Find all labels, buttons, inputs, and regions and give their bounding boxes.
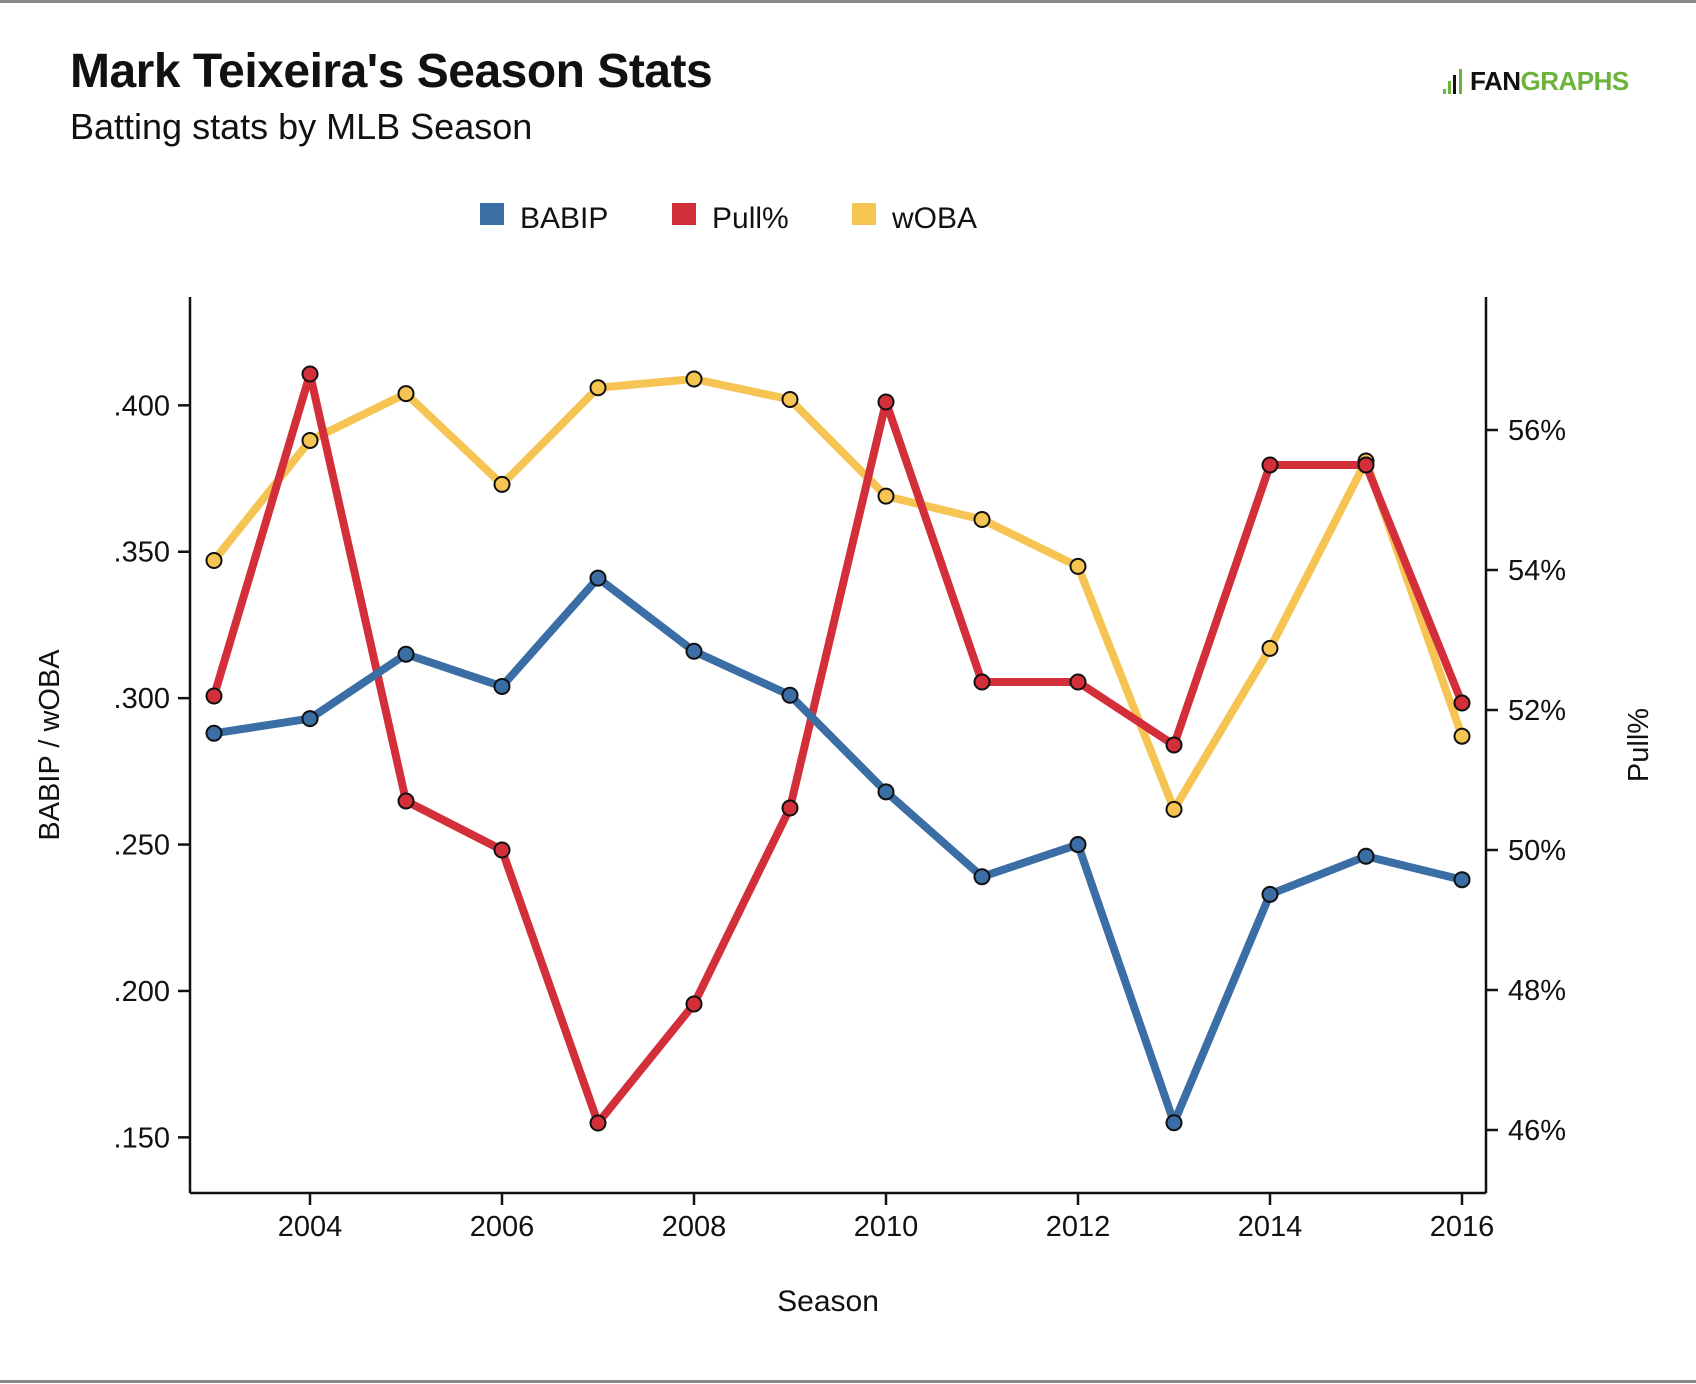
data-point-pull[interactable]	[973, 673, 991, 691]
data-point-woba[interactable]	[685, 370, 703, 388]
frame-top-border	[0, 0, 1696, 3]
data-point-woba[interactable]	[493, 475, 511, 493]
y2-tick-label: 54%	[1508, 555, 1566, 587]
series-line-pull	[210, 370, 1466, 1127]
data-point-pull[interactable]	[781, 799, 799, 817]
x-axis-label: Season	[777, 1285, 879, 1318]
y-tick-label: .150	[114, 1122, 170, 1154]
y-tick-label: .400	[114, 390, 170, 422]
legend-label: BABIP	[520, 202, 608, 235]
data-point-pull[interactable]	[877, 393, 895, 411]
x-tick-label: 2012	[1046, 1211, 1111, 1243]
y2-tick-label: 48%	[1508, 975, 1566, 1007]
legend-item-pull[interactable]: Pull%	[672, 202, 789, 235]
data-point-woba[interactable]	[397, 385, 415, 403]
data-point-pull[interactable]	[685, 995, 703, 1013]
data-point-pull[interactable]	[1069, 673, 1087, 691]
chart-title: Mark Teixeira's Season Stats	[70, 45, 713, 98]
axis-labels: Season BABIP / wOBA Pull%	[34, 649, 1655, 1318]
data-point-woba[interactable]	[877, 487, 895, 505]
data-point-babip[interactable]	[973, 868, 991, 886]
data-point-woba[interactable]	[973, 511, 991, 529]
fangraphs-logo-icon	[1443, 69, 1462, 94]
data-point-woba[interactable]	[1069, 557, 1087, 575]
data-point-babip[interactable]	[205, 724, 223, 742]
data-point-woba[interactable]	[301, 431, 319, 449]
legend-item-babip[interactable]: BABIP	[480, 202, 608, 235]
y2-tick-label: 52%	[1508, 695, 1566, 727]
legend: BABIP Pull% wOBA	[480, 202, 977, 235]
data-point-babip[interactable]	[1069, 836, 1087, 854]
y2-tick-label: 56%	[1508, 415, 1566, 447]
logo-text-fan: FAN	[1470, 65, 1521, 96]
data-point-babip[interactable]	[781, 686, 799, 704]
legend-label: Pull%	[712, 202, 789, 235]
data-point-woba[interactable]	[1453, 727, 1471, 745]
y2-axis-label: Pull%	[1623, 708, 1655, 782]
chart-subtitle: Batting stats by MLB Season	[70, 106, 533, 147]
data-point-pull[interactable]	[1261, 456, 1279, 474]
data-point-babip[interactable]	[1453, 871, 1471, 889]
series-line-babip	[210, 574, 1466, 1127]
y-tick-label: .250	[114, 830, 170, 862]
y2-tick-label: 50%	[1508, 835, 1566, 867]
data-point-pull[interactable]	[1453, 694, 1471, 712]
data-point-woba[interactable]	[781, 390, 799, 408]
data-point-pull[interactable]	[301, 365, 319, 383]
legend-swatch	[480, 203, 504, 225]
y-tick-label: .200	[114, 976, 170, 1008]
data-point-babip[interactable]	[685, 642, 703, 660]
data-point-pull[interactable]	[397, 792, 415, 810]
data-point-pull[interactable]	[1165, 736, 1183, 754]
data-point-babip[interactable]	[1357, 847, 1375, 865]
axes: .150 .200 .250 .300 .350 .400 46% 48% 50% 52% 54% 5…	[114, 297, 1566, 1243]
data-point-woba[interactable]	[1261, 639, 1279, 657]
data-point-woba[interactable]	[589, 379, 607, 397]
y-tick-label: .350	[114, 537, 170, 569]
data-point-pull[interactable]	[589, 1114, 607, 1132]
y-axis-label: BABIP / wOBA	[34, 649, 66, 841]
data-point-babip[interactable]	[1261, 885, 1279, 903]
x-tick-label: 2014	[1238, 1211, 1303, 1243]
series-layer	[205, 365, 1471, 1132]
frame-bottom-border	[0, 1380, 1696, 1383]
data-point-babip[interactable]	[397, 645, 415, 663]
fangraphs-logo[interactable]: FAN GRAPHS	[1442, 66, 1629, 96]
data-point-woba[interactable]	[205, 552, 223, 570]
x-tick-label: 2016	[1430, 1211, 1495, 1243]
data-point-babip[interactable]	[493, 677, 511, 695]
x-tick-label: 2008	[662, 1211, 727, 1243]
legend-swatch	[672, 203, 696, 225]
data-point-pull[interactable]	[205, 687, 223, 705]
y-tick-label: .300	[114, 683, 170, 715]
legend-label: wOBA	[891, 202, 977, 235]
data-point-babip[interactable]	[589, 569, 607, 587]
data-point-babip[interactable]	[877, 783, 895, 801]
data-point-pull[interactable]	[493, 841, 511, 859]
legend-swatch	[852, 203, 876, 225]
data-point-woba[interactable]	[1165, 800, 1183, 818]
data-point-babip[interactable]	[1165, 1114, 1183, 1132]
logo-text-graphs: GRAPHS	[1520, 65, 1630, 96]
x-tick-label: 2006	[470, 1211, 535, 1243]
y2-tick-label: 46%	[1508, 1115, 1566, 1147]
data-point-babip[interactable]	[301, 710, 319, 728]
data-point-pull[interactable]	[1357, 456, 1375, 474]
legend-item-woba[interactable]: wOBA	[852, 202, 977, 235]
x-tick-label: 2004	[278, 1211, 343, 1243]
series-line-woba	[210, 375, 1466, 814]
x-tick-label: 2010	[854, 1211, 919, 1243]
